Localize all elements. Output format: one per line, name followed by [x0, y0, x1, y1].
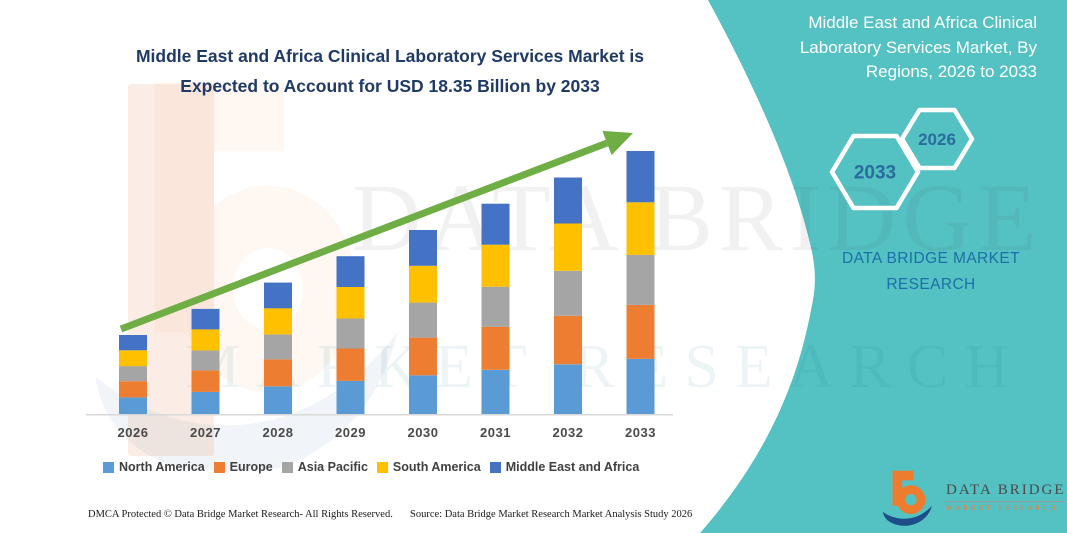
chart-main-title: Middle East and Africa Clinical Laborato…	[100, 41, 680, 101]
legend-label-asia-pacific: Asia Pacific	[297, 460, 368, 474]
bar-segment-2028-south-america	[264, 308, 292, 335]
logo-text-block: DATA BRIDGE MARKET RESEARCH	[946, 482, 1066, 512]
legend-label-middle-east-and-africa: Middle East and Africa	[505, 460, 640, 474]
legend-label-europe: Europe	[229, 460, 273, 474]
bar-segment-2031-south-america	[481, 244, 510, 287]
bar-segment-2029-europe	[336, 348, 365, 381]
bar-segment-2030-asia-pacific	[409, 302, 437, 338]
legend-item-asia-pacific: Asia Pacific	[281, 460, 368, 474]
legend-label-south-america: South America	[392, 460, 481, 474]
bar-segment-2030-north-america	[409, 375, 437, 414]
bar-segment-2028-europe	[264, 359, 292, 387]
bar-segment-2027-europe	[191, 370, 220, 392]
main-title-line-2: Expected to Account for USD 18.35 Billio…	[180, 76, 600, 96]
bar-segment-2031-north-america	[481, 369, 510, 414]
bar-segment-2028-middle-east-and-africa	[264, 282, 292, 309]
hexagon-2026-label: 2026	[918, 130, 956, 149]
legend-swatch-asia-pacific	[281, 461, 293, 473]
legend-item-europe: Europe	[213, 460, 273, 474]
bar-segment-2027-north-america	[191, 391, 220, 414]
bars-group	[119, 151, 655, 414]
bar-segment-2033-north-america	[626, 358, 655, 414]
bar-segment-2026-north-america	[119, 397, 147, 414]
legend-swatch-middle-east-and-africa	[489, 461, 501, 473]
legend-label-north-america: North America	[119, 460, 205, 474]
bar-segment-2032-north-america	[554, 364, 582, 414]
bar-segment-2033-south-america	[626, 202, 655, 255]
side-heading-line-2: Laboratory Services Market, By	[799, 37, 1037, 57]
bar-segment-2033-europe	[626, 304, 655, 359]
brand-wordmark-text: DATA BRIDGE MARKET RESEARCH	[841, 250, 1020, 293]
legend-item-middle-east-and-africa: Middle East and Africa	[489, 460, 640, 474]
legend-swatch-south-america	[376, 461, 388, 473]
bar-segment-2026-asia-pacific	[119, 366, 147, 382]
bar-segment-2027-middle-east-and-africa	[191, 308, 220, 330]
legend-swatch-europe	[213, 461, 225, 473]
x-axis-label-2029: 2029	[335, 425, 366, 440]
logo-text-market-research: MARKET RESEARCH	[946, 504, 1059, 512]
hexagon-2033-label: 2033	[854, 163, 896, 184]
footer-source-text: Source: Data Bridge Market Research Mark…	[410, 509, 693, 520]
bar-segment-2032-middle-east-and-africa	[554, 177, 582, 224]
x-axis-label-2028: 2028	[262, 425, 294, 440]
legend-swatch-north-america	[103, 461, 114, 473]
hexagon-badge-2033: 2033	[829, 133, 921, 211]
bar-segment-2029-asia-pacific	[336, 318, 365, 349]
logo-text-data-bridge: DATA BRIDGE	[946, 482, 1066, 502]
x-axis-label-2031: 2031	[480, 425, 511, 440]
side-heading-line-1: Middle East and Africa Clinical	[808, 13, 1037, 32]
bar-segment-2027-asia-pacific	[191, 350, 220, 371]
bar-segment-2028-north-america	[264, 386, 292, 414]
bar-segment-2029-middle-east-and-africa	[336, 256, 365, 287]
data-bridge-logo-icon	[882, 470, 932, 526]
x-axis-label-2027: 2027	[190, 425, 221, 440]
hexagon-badge-2026: 2026	[899, 107, 975, 171]
chart-legend: North America Europe Asia Pacific South Ame…	[103, 460, 639, 474]
bar-segment-2029-north-america	[336, 380, 365, 414]
bar-segment-2031-middle-east-and-africa	[481, 203, 510, 245]
main-title-line-1: Middle East and Africa Clinical Laborato…	[135, 46, 644, 66]
bar-segment-2032-south-america	[554, 223, 582, 271]
x-axis-label-2032: 2032	[552, 425, 584, 440]
side-heading-line-3: Regions, 2026 to 2033	[865, 62, 1037, 81]
bar-segment-2030-south-america	[409, 265, 437, 303]
bar-segment-2026-europe	[119, 381, 147, 398]
footer-dmca-text: DMCA Protected © Data Bridge Market Rese…	[88, 509, 393, 520]
bar-segment-2026-south-america	[119, 350, 147, 367]
bar-segment-2032-asia-pacific	[554, 270, 582, 316]
bar-segment-2028-asia-pacific	[264, 334, 292, 360]
bar-segment-2030-europe	[409, 337, 437, 376]
trend-arrow	[119, 130, 633, 333]
x-axis-label-2030: 2030	[407, 425, 439, 440]
bar-segment-2029-south-america	[336, 287, 365, 319]
bar-segment-2032-europe	[554, 315, 582, 365]
bar-segment-2031-asia-pacific	[481, 286, 510, 327]
legend-item-south-america: South America	[376, 460, 481, 474]
bar-segment-2033-middle-east-and-africa	[626, 151, 655, 203]
side-panel-heading: Middle East and Africa Clinical Laborato…	[697, 11, 1037, 85]
bar-segment-2026-middle-east-and-africa	[119, 335, 147, 351]
x-axis-label-2033: 2033	[625, 425, 656, 440]
x-axis-label-2026: 2026	[117, 425, 149, 440]
bar-segment-2027-south-america	[191, 329, 220, 351]
bar-segment-2033-asia-pacific	[626, 254, 655, 305]
bar-segment-2031-europe	[481, 326, 510, 370]
bar-segment-2030-middle-east-and-africa	[409, 230, 437, 266]
legend-item-north-america: North America	[103, 460, 205, 474]
data-bridge-logo: DATA BRIDGE MARKET RESEARCH	[882, 468, 1066, 526]
